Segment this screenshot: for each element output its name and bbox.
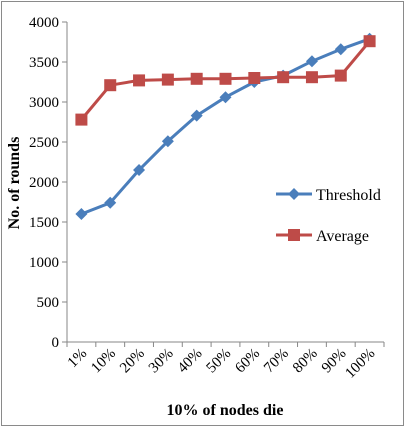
data-point-average (104, 79, 117, 92)
data-point-threshold (133, 164, 146, 176)
y-tick-label: 2500 (29, 135, 59, 151)
legend-marker-threshold (288, 188, 300, 200)
y-tick-label: 1500 (29, 215, 59, 231)
data-point-average (190, 72, 203, 85)
series-average (75, 35, 376, 126)
x-tick-label: 80% (290, 346, 321, 377)
x-tick-label: 1% (65, 346, 90, 371)
data-point-threshold (161, 135, 174, 148)
x-tick-label: 60% (232, 346, 263, 377)
x-tick-label: 10% (88, 346, 119, 377)
x-tick-label: 70% (261, 346, 292, 377)
legend-marker-average (288, 229, 300, 241)
data-point-threshold (104, 196, 117, 209)
data-point-average (75, 113, 88, 126)
data-point-threshold (219, 91, 232, 104)
data-point-threshold (75, 208, 88, 220)
y-tick-label: 0 (52, 335, 60, 351)
y-tick-label: 4000 (29, 15, 59, 31)
x-axis-title: 10% of nodes die (167, 402, 284, 419)
x-tick-label: 30% (146, 346, 177, 377)
y-tick-label: 500 (37, 295, 60, 311)
x-tick-label: 40% (175, 346, 206, 377)
y-tick-label: 3500 (29, 55, 59, 71)
legend: Threshold Average (276, 187, 381, 245)
data-point-average (334, 69, 347, 82)
legend-label-threshold: Threshold (316, 187, 381, 204)
data-point-threshold (190, 109, 203, 122)
y-tick-labels: 0 500 1000 1500 2000 2500 3000 3500 4000 (29, 15, 67, 351)
x-tick-label: 20% (117, 346, 148, 377)
data-point-average (363, 35, 376, 48)
data-point-average (219, 72, 232, 85)
x-tick-label: 50% (204, 346, 235, 377)
y-tick-label: 3000 (29, 95, 59, 111)
x-tick-labels: 1%10%20%30%40%50%60%70%80%90%100% (65, 342, 385, 382)
series-layer (75, 32, 376, 220)
y-tick-label: 2000 (29, 175, 59, 191)
data-point-threshold (334, 43, 347, 56)
data-point-average (133, 74, 146, 87)
data-point-average (248, 72, 261, 84)
data-point-threshold (305, 55, 318, 68)
data-point-average (161, 73, 174, 86)
data-point-average (277, 71, 290, 84)
data-point-average (305, 71, 318, 84)
series-threshold (75, 32, 376, 220)
y-tick-label: 1000 (29, 255, 59, 271)
legend-label-average: Average (316, 228, 369, 245)
legend-item-threshold: Threshold (276, 187, 381, 204)
y-axis-title: No. of rounds (6, 137, 23, 230)
legend-item-average: Average (276, 228, 369, 245)
x-tick-label: 100% (342, 346, 378, 382)
